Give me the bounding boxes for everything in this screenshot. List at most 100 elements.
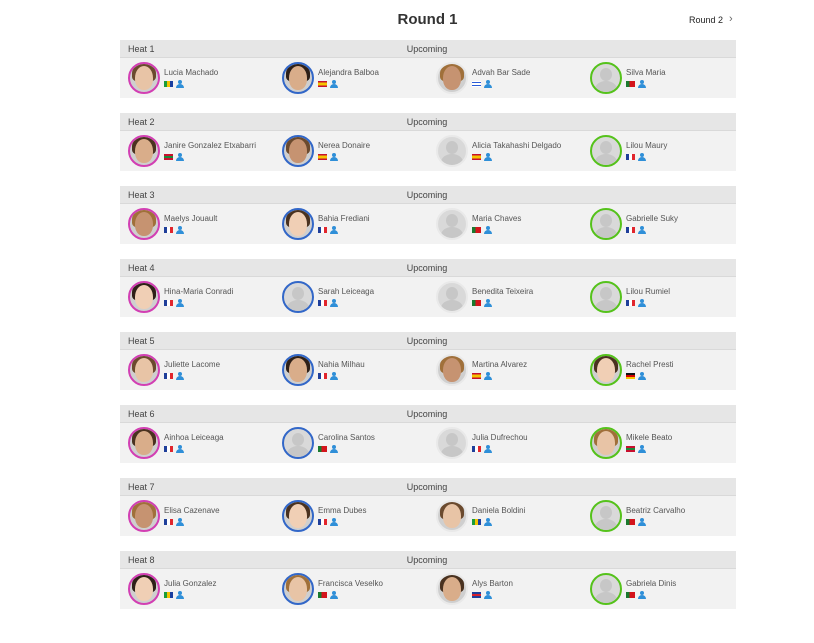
athlete-name[interactable]: Lilou Maury: [626, 141, 668, 150]
avatar[interactable]: [282, 500, 314, 532]
athlete-card[interactable]: Rachel Presti: [582, 350, 736, 390]
athlete-name[interactable]: Daniela Boldini: [472, 506, 526, 515]
avatar[interactable]: [436, 427, 468, 459]
athlete-name[interactable]: Elisa Cazenave: [164, 506, 220, 515]
athlete-card[interactable]: Lilou Maury: [582, 131, 736, 171]
athlete-name[interactable]: Lilou Rumiel: [626, 287, 671, 296]
profile-icon[interactable]: [176, 518, 184, 526]
athlete-name[interactable]: Ainhoa Leiceaga: [164, 433, 224, 442]
athlete-name[interactable]: Benedita Teixeira: [472, 287, 534, 296]
athlete-card[interactable]: Alicia Takahashi Delgado: [428, 131, 582, 171]
profile-icon[interactable]: [330, 591, 338, 599]
athlete-name[interactable]: Nahia Milhau: [318, 360, 365, 369]
profile-icon[interactable]: [638, 80, 646, 88]
avatar[interactable]: [436, 573, 468, 605]
avatar[interactable]: [436, 281, 468, 313]
avatar[interactable]: [436, 208, 468, 240]
athlete-card[interactable]: Advah Bar Sade: [428, 58, 582, 98]
avatar[interactable]: [436, 354, 468, 386]
athlete-card[interactable]: Gabriela Dinis: [582, 569, 736, 609]
profile-icon[interactable]: [176, 445, 184, 453]
profile-icon[interactable]: [484, 445, 492, 453]
athlete-name[interactable]: Julia Gonzalez: [164, 579, 217, 588]
avatar[interactable]: [436, 135, 468, 167]
profile-icon[interactable]: [484, 80, 492, 88]
avatar[interactable]: [282, 354, 314, 386]
profile-icon[interactable]: [330, 80, 338, 88]
athlete-card[interactable]: Maelys Jouault: [120, 204, 274, 244]
athlete-card[interactable]: Silva Maria: [582, 58, 736, 98]
profile-icon[interactable]: [484, 372, 492, 380]
profile-icon[interactable]: [330, 445, 338, 453]
profile-icon[interactable]: [638, 153, 646, 161]
athlete-card[interactable]: Beatriz Carvalho: [582, 496, 736, 536]
athlete-name[interactable]: Francisca Veselko: [318, 579, 383, 588]
athlete-name[interactable]: Lucia Machado: [164, 68, 219, 77]
avatar[interactable]: [590, 281, 622, 313]
profile-icon[interactable]: [176, 226, 184, 234]
avatar[interactable]: [282, 573, 314, 605]
profile-icon[interactable]: [176, 372, 184, 380]
athlete-card[interactable]: Lilou Rumiel: [582, 277, 736, 317]
profile-icon[interactable]: [484, 591, 492, 599]
profile-icon[interactable]: [484, 153, 492, 161]
athlete-card[interactable]: Martina Alvarez: [428, 350, 582, 390]
athlete-card[interactable]: Juliette Lacome: [120, 350, 274, 390]
athlete-card[interactable]: Sarah Leiceaga: [274, 277, 428, 317]
athlete-name[interactable]: Alejandra Balboa: [318, 68, 379, 77]
profile-icon[interactable]: [176, 153, 184, 161]
profile-icon[interactable]: [638, 226, 646, 234]
athlete-name[interactable]: Martina Alvarez: [472, 360, 528, 369]
avatar[interactable]: [590, 354, 622, 386]
avatar[interactable]: [282, 62, 314, 94]
avatar[interactable]: [436, 500, 468, 532]
profile-icon[interactable]: [484, 299, 492, 307]
athlete-card[interactable]: Bahia Frediani: [274, 204, 428, 244]
avatar[interactable]: [128, 500, 160, 532]
avatar[interactable]: [282, 281, 314, 313]
profile-icon[interactable]: [330, 372, 338, 380]
athlete-name[interactable]: Maelys Jouault: [164, 214, 218, 223]
avatar[interactable]: [128, 281, 160, 313]
profile-icon[interactable]: [176, 591, 184, 599]
athlete-name[interactable]: Mikele Beato: [626, 433, 673, 442]
athlete-card[interactable]: Nahia Milhau: [274, 350, 428, 390]
avatar[interactable]: [590, 427, 622, 459]
avatar[interactable]: [128, 62, 160, 94]
athlete-name[interactable]: Gabriela Dinis: [626, 579, 677, 588]
profile-icon[interactable]: [176, 80, 184, 88]
athlete-name[interactable]: Maria Chaves: [472, 214, 522, 223]
profile-icon[interactable]: [330, 299, 338, 307]
athlete-card[interactable]: Julia Gonzalez: [120, 569, 274, 609]
athlete-name[interactable]: Rachel Presti: [626, 360, 674, 369]
profile-icon[interactable]: [330, 226, 338, 234]
athlete-card[interactable]: Alejandra Balboa: [274, 58, 428, 98]
athlete-card[interactable]: Francisca Veselko: [274, 569, 428, 609]
profile-icon[interactable]: [330, 518, 338, 526]
avatar[interactable]: [128, 135, 160, 167]
avatar[interactable]: [282, 208, 314, 240]
athlete-card[interactable]: Emma Dubes: [274, 496, 428, 536]
athlete-name[interactable]: Nerea Donaire: [318, 141, 371, 150]
athlete-card[interactable]: Julia Dufrechou: [428, 423, 582, 463]
athlete-card[interactable]: Carolina Santos: [274, 423, 428, 463]
athlete-card[interactable]: Alys Barton: [428, 569, 582, 609]
athlete-card[interactable]: Benedita Teixeira: [428, 277, 582, 317]
athlete-name[interactable]: Sarah Leiceaga: [318, 287, 375, 296]
athlete-card[interactable]: Ainhoa Leiceaga: [120, 423, 274, 463]
athlete-name[interactable]: Beatriz Carvalho: [626, 506, 686, 515]
avatar[interactable]: [590, 208, 622, 240]
athlete-name[interactable]: Janire Gonzalez Etxabarri: [164, 141, 257, 150]
profile-icon[interactable]: [484, 226, 492, 234]
athlete-name[interactable]: Alys Barton: [472, 579, 513, 588]
athlete-name[interactable]: Gabrielle Suky: [626, 214, 679, 223]
avatar[interactable]: [590, 62, 622, 94]
athlete-name[interactable]: Emma Dubes: [318, 506, 367, 515]
profile-icon[interactable]: [330, 153, 338, 161]
avatar[interactable]: [128, 427, 160, 459]
profile-icon[interactable]: [638, 299, 646, 307]
profile-icon[interactable]: [484, 518, 492, 526]
profile-icon[interactable]: [638, 518, 646, 526]
athlete-card[interactable]: Nerea Donaire: [274, 131, 428, 171]
avatar[interactable]: [282, 427, 314, 459]
